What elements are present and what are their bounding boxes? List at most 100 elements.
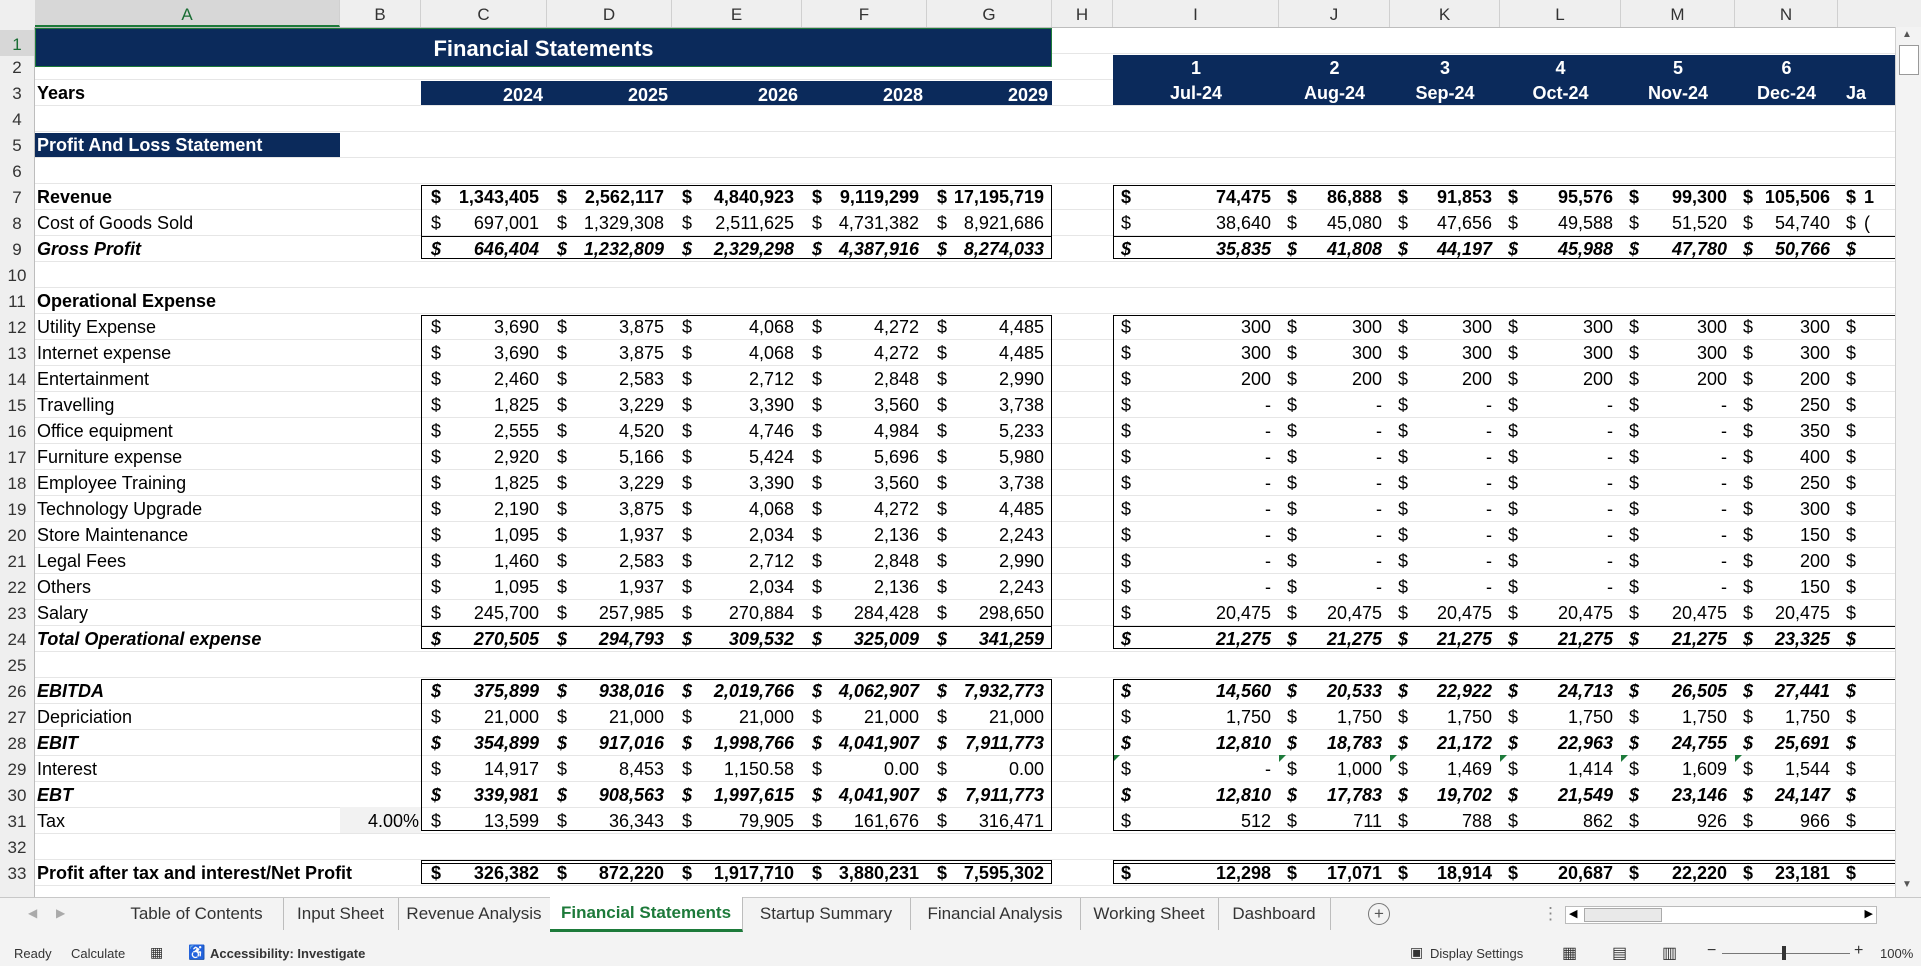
month-header-0[interactable]: Jul-24 <box>1169 83 1223 103</box>
annual-cell-13-0[interactable]: $3,690 <box>421 339 547 365</box>
monthly-cell-15-6[interactable]: $ <box>1838 391 1895 417</box>
monthly-cell-20-6[interactable]: $ <box>1838 521 1895 547</box>
monthly-cell-8-4[interactable]: $51,520 <box>1621 209 1735 235</box>
scroll-up-arrow[interactable]: ▲ <box>1902 29 1912 40</box>
monthly-cell-12-1[interactable]: $300 <box>1279 313 1390 339</box>
annual-cell-17-0[interactable]: $2,920 <box>421 443 547 469</box>
monthly-cell-21-2[interactable]: $ - <box>1390 547 1500 573</box>
year-header-2028[interactable]: 2028 <box>802 81 927 105</box>
annual-cell-18-1[interactable]: $3,229 <box>547 469 672 495</box>
monthly-cell-13-1[interactable]: $300 <box>1279 339 1390 365</box>
row-header-32[interactable]: 32 <box>7 838 27 857</box>
annual-cell-23-1[interactable]: $257,985 <box>547 599 672 625</box>
monthly-cell-26-4[interactable]: $26,505 <box>1621 677 1735 703</box>
monthly-cell-18-0[interactable]: $ - <box>1113 469 1279 495</box>
sheet-tab-revenue-analysis[interactable]: Revenue Analysis <box>398 898 551 930</box>
monthly-cell-24-4[interactable]: $21,275 <box>1621 625 1735 651</box>
macro-icon[interactable]: ▦ <box>150 944 164 960</box>
year-header-2024[interactable]: 2024 <box>421 81 547 105</box>
row-header-14[interactable]: 14 <box>7 370 27 389</box>
monthly-cell-29-5[interactable]: $1,544 <box>1735 755 1838 781</box>
hscroll-right-icon[interactable]: ▶ <box>1864 908 1873 920</box>
monthly-cell-17-4[interactable]: $ - <box>1621 443 1735 469</box>
annual-cell-15-1[interactable]: $3,229 <box>547 391 672 417</box>
monthly-cell-12-5[interactable]: $300 <box>1735 313 1838 339</box>
display-settings-button[interactable]: Display Settings <box>1430 946 1524 961</box>
annual-cell-12-2[interactable]: $4,068 <box>672 313 802 339</box>
zoom-slider[interactable] <box>1722 953 1850 954</box>
monthly-cell-24-5[interactable]: $23,325 <box>1735 625 1838 651</box>
monthly-cell-27-1[interactable]: $1,750 <box>1279 703 1390 729</box>
row-header-7[interactable]: 7 <box>12 188 22 207</box>
monthly-cell-23-4[interactable]: $20,475 <box>1621 599 1735 625</box>
annual-cell-14-0[interactable]: $2,460 <box>421 365 547 391</box>
monthly-cell-15-3[interactable]: $ - <box>1500 391 1621 417</box>
annual-cell-13-2[interactable]: $4,068 <box>672 339 802 365</box>
monthly-cell-8-3[interactable]: $49,588 <box>1500 209 1621 235</box>
annual-cell-28-1[interactable]: $917,016 <box>547 729 672 755</box>
monthly-cell-22-4[interactable]: $ - <box>1621 573 1735 599</box>
monthly-cell-33-0[interactable]: $12,298 <box>1113 859 1279 885</box>
row-header-29[interactable]: 29 <box>7 760 27 779</box>
monthly-cell-24-6[interactable]: $ <box>1838 625 1895 651</box>
annual-cell-9-3[interactable]: $4,387,916 <box>802 235 927 261</box>
annual-cell-27-3[interactable]: $21,000 <box>802 703 927 729</box>
monthly-cell-17-3[interactable]: $ - <box>1500 443 1621 469</box>
annual-cell-30-3[interactable]: $4,041,907 <box>802 781 927 807</box>
annual-cell-24-4[interactable]: $341,259 <box>927 625 1052 651</box>
month-header-2[interactable]: Sep-24 <box>1415 83 1475 103</box>
annual-cell-28-0[interactable]: $354,899 <box>421 729 547 755</box>
monthly-cell-17-0[interactable]: $ - <box>1113 443 1279 469</box>
monthly-cell-30-2[interactable]: $19,702 <box>1390 781 1500 807</box>
row-label-26[interactable]: EBITDA <box>37 681 104 701</box>
annual-cell-18-0[interactable]: $1,825 <box>421 469 547 495</box>
monthly-cell-7-4[interactable]: $99,300 <box>1621 183 1735 209</box>
annual-cell-24-2[interactable]: $309,532 <box>672 625 802 651</box>
monthly-cell-14-6[interactable]: $ <box>1838 365 1895 391</box>
row-label-27[interactable]: Depriciation <box>37 707 133 727</box>
title-banner[interactable]: Financial Statements <box>35 28 1052 67</box>
page-layout-icon[interactable]: ▤ <box>1612 945 1628 962</box>
monthly-cell-27-2[interactable]: $1,750 <box>1390 703 1500 729</box>
monthly-cell-21-4[interactable]: $ - <box>1621 547 1735 573</box>
row-label-21[interactable]: Legal Fees <box>37 551 127 571</box>
annual-cell-22-4[interactable]: $2,243 <box>927 573 1052 599</box>
monthly-cell-21-3[interactable]: $ - <box>1500 547 1621 573</box>
monthly-cell-13-3[interactable]: $300 <box>1500 339 1621 365</box>
column-header-a[interactable]: A <box>35 0 340 27</box>
monthly-cell-31-3[interactable]: $862 <box>1500 807 1621 833</box>
monthly-cell-14-1[interactable]: $200 <box>1279 365 1390 391</box>
vertical-scrollbar[interactable]: ▲ ▼ <box>1895 27 1921 897</box>
monthly-cell-12-0[interactable]: $300 <box>1113 313 1279 339</box>
annual-cell-26-1[interactable]: $938,016 <box>547 677 672 703</box>
row-label-14[interactable]: Entertainment <box>37 369 150 389</box>
annual-cell-18-2[interactable]: $3,390 <box>672 469 802 495</box>
monthly-cell-7-5[interactable]: $105,506 <box>1735 183 1838 209</box>
year-header-2029[interactable]: 2029 <box>927 81 1052 105</box>
annual-cell-30-0[interactable]: $339,981 <box>421 781 547 807</box>
monthly-cell-22-2[interactable]: $ - <box>1390 573 1500 599</box>
row-header-10[interactable]: 10 <box>7 266 27 285</box>
row-label-24[interactable]: Total Operational expense <box>37 629 262 649</box>
monthly-cell-16-6[interactable]: $ <box>1838 417 1895 443</box>
monthly-cell-26-5[interactable]: $27,441 <box>1735 677 1838 703</box>
monthly-cell-16-1[interactable]: $ - <box>1279 417 1390 443</box>
month-header-3[interactable]: Oct-24 <box>1532 83 1589 103</box>
monthly-cell-27-5[interactable]: $1,750 <box>1735 703 1838 729</box>
annual-cell-33-0[interactable]: $326,382 <box>421 859 547 885</box>
monthly-cell-22-3[interactable]: $ - <box>1500 573 1621 599</box>
zoom-out-icon[interactable]: − <box>1707 942 1717 959</box>
monthly-cell-17-5[interactable]: $400 <box>1735 443 1838 469</box>
column-header-d[interactable]: D <box>547 0 672 27</box>
annual-cell-24-1[interactable]: $294,793 <box>547 625 672 651</box>
annual-cell-26-4[interactable]: $7,932,773 <box>927 677 1052 703</box>
monthly-cell-22-1[interactable]: $ - <box>1279 573 1390 599</box>
row-label-31[interactable]: Tax <box>37 811 66 831</box>
annual-cell-29-0[interactable]: $14,917 <box>421 755 547 781</box>
annual-cell-14-1[interactable]: $2,583 <box>547 365 672 391</box>
monthly-cell-29-2[interactable]: $1,469 <box>1390 755 1500 781</box>
section-pl-header[interactable]: Profit And Loss Statement <box>35 133 340 157</box>
row-label-13[interactable]: Internet expense <box>37 343 172 363</box>
annual-cell-33-2[interactable]: $1,917,710 <box>672 859 802 885</box>
normal-view-icon[interactable]: ▦ <box>1562 945 1578 962</box>
